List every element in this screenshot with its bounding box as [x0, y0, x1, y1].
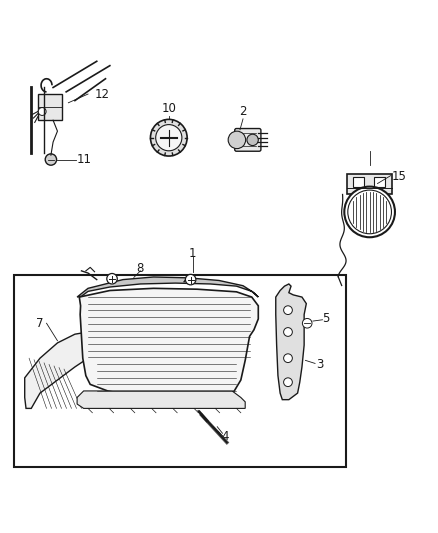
Circle shape [284, 306, 292, 314]
FancyBboxPatch shape [235, 128, 261, 151]
Circle shape [247, 134, 258, 146]
Text: 12: 12 [95, 87, 110, 101]
Text: 7: 7 [36, 317, 44, 330]
Circle shape [45, 154, 57, 165]
Polygon shape [276, 284, 306, 400]
Polygon shape [25, 332, 88, 408]
Text: 10: 10 [161, 102, 176, 115]
Circle shape [155, 125, 182, 151]
Bar [374, 177, 385, 187]
Circle shape [107, 273, 117, 284]
Circle shape [284, 328, 292, 336]
Text: 5: 5 [322, 312, 330, 325]
Circle shape [302, 318, 312, 328]
Polygon shape [77, 277, 258, 297]
Text: 4: 4 [222, 430, 230, 443]
Circle shape [38, 108, 46, 116]
Polygon shape [79, 288, 258, 398]
Bar [347, 174, 392, 195]
Circle shape [348, 190, 392, 234]
Text: 2: 2 [239, 105, 247, 118]
Circle shape [284, 378, 292, 386]
Bar [353, 177, 364, 187]
Circle shape [228, 131, 246, 149]
Text: 3: 3 [316, 358, 323, 372]
Circle shape [344, 187, 395, 237]
Bar [38, 94, 62, 120]
Circle shape [284, 354, 292, 362]
Text: 15: 15 [392, 171, 406, 183]
Text: 11: 11 [77, 153, 92, 166]
Bar [14, 275, 346, 467]
Circle shape [150, 119, 187, 156]
Text: 1: 1 [189, 247, 197, 260]
Circle shape [185, 274, 196, 285]
Circle shape [339, 284, 344, 288]
Text: 8: 8 [137, 262, 144, 275]
Polygon shape [77, 391, 245, 408]
